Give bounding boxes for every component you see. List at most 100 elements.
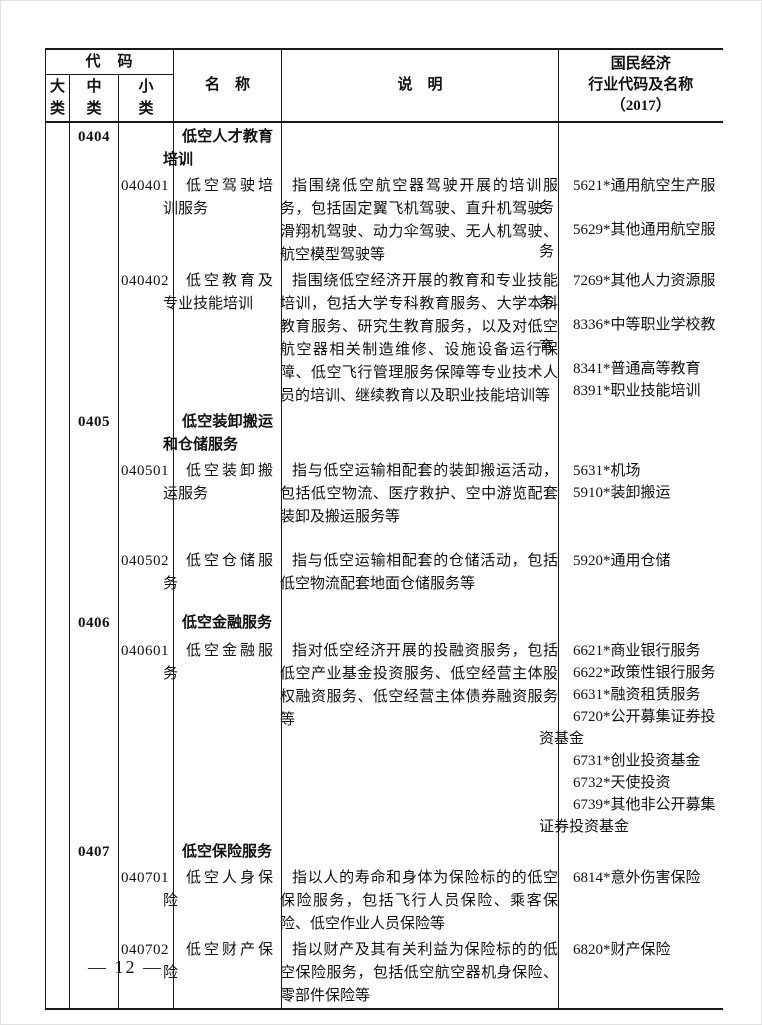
cell-medium-code [69,267,119,408]
nec-code-entry: 5910*装卸搬运 [573,485,671,501]
header-major-class: 大类 [45,74,70,123]
cell-minor-code: 040401 [117,172,174,267]
header-code-group: 代 码 [44,49,174,75]
cell-medium-code: 0406 [69,609,119,637]
cell-major-code [45,172,70,267]
cell-nec-codes: 6814*意外伤害保险 [558,864,723,936]
cell-major-code [45,936,70,1009]
item-name: 低空金融服务 [163,643,274,682]
header-minor-class: 小类 [117,74,174,123]
cell-major-code [45,122,70,172]
item-description: 指围绕低空经济开展的教育和专业技能培训，包括大学专科教育服务、大学本科教育服务、… [280,273,559,404]
nec-code-entry: 5631*机场 [573,463,641,479]
cell-description [281,408,559,457]
cell-minor-code: 040601 [117,637,174,838]
cell-medium-code [69,547,119,609]
category-name: 低空装卸搬运和仓储服务 [163,414,274,453]
item-name: 低空教育及专业技能培训 [163,273,274,312]
cell-name: 低空保险服务 [173,838,282,864]
cell-nec-codes: 5621*通用航空生产服务 5629*其他通用航空服务 [539,172,723,267]
cell-medium-code: 0405 [69,408,119,457]
nec-code-entry: 8341*普通高等教育 [573,361,701,377]
cell-description: 指以人的寿命和身体为保险标的的低空保险服务，包括飞行人员保险、乘客保险、低空作业… [280,864,559,936]
page-number: — 12 — [88,957,163,977]
header-nec-line3: （2017） [610,98,671,114]
cell-medium-code [69,864,119,936]
cell-name: 低空驾驶培训服务 [163,172,282,267]
cell-description [281,122,559,172]
cell-nec-codes: 6621*商业银行服务 6622*政策性银行服务 6631*融资租赁服务 6720*公… [539,637,723,838]
cell-medium-code [69,172,119,267]
cell-medium-code [69,457,119,547]
table-row: 040502 低空仓储服务 指与低空运输相配套的仓储活动，包括低空物流配套地面仓储服… [45,547,723,609]
item-description: 指以财产及其有关利益为保险标的的低空保险服务，包括低空航空器机身保险、零部件保险… [280,942,559,1004]
cell-name: 低空人身保险 [163,864,282,936]
table-row: 0404 低空人才教育培训 [45,122,723,172]
header-row-sub: 大类 中类 小类 [45,74,723,123]
item-description: 指对低空经济开展的投融资服务，包括低空产业基金投资服务、低空经营主体股权融资服务… [280,643,559,728]
header-nec-column: 国民经济 行业代码及名称 （2017） [558,49,723,123]
item-description: 指围绕低空航空器驾驶开展的培训服务，包括固定翼飞机驾驶、直升机驾驶、滑翔机驾驶、… [280,178,559,263]
cell-major-code [45,267,70,408]
cell-description: 指与低空运输相配套的装卸搬运活动，包括低空物流、医疗救护、空中游览配套装卸及搬运… [280,457,559,547]
table-row: 040701 低空人身保险 指以人的寿命和身体为保险标的的低空保险服务，包括飞行人员… [45,864,723,936]
cell-medium-code: 0404 [69,122,119,172]
nec-code-entry: 6631*融资租赁服务 [573,687,701,703]
table-row: 0405 低空装卸搬运和仓储服务 [45,408,723,457]
cell-name: 低空仓储服务 [163,547,282,609]
cell-name: 低空装卸搬运服务 [163,457,282,547]
cell-medium-code [69,936,119,1009]
item-name: 低空驾驶培训服务 [163,178,274,217]
header-row-top: 代 码 名 称 说 明 国民经济 行业代码及名称 （2017） [44,49,723,123]
cell-medium-code: 0407 [69,838,119,864]
header-nec-line1: 国民经济 [610,56,671,72]
nec-code-entry: 5920*通用仓储 [573,553,671,569]
cell-nec-codes: 6820*财产保险 [558,936,723,1009]
nec-code-entry: 5621*通用航空生产服务 [539,178,716,216]
cell-nec-codes [558,122,723,172]
nec-code-entry: 6621*商业银行服务 [573,643,701,659]
nec-code-entry: 6720*公开募集证券投资基金 [539,709,716,747]
cell-description [281,838,559,864]
table-row: 040402 低空教育及专业技能培训 指围绕低空经济开展的教育和专业技能培训，包括大… [45,267,723,408]
table-header: 代 码 名 称 说 明 国民经济 行业代码及名称 （2017） 大类 中类 小类 [44,49,723,123]
cell-minor-code [117,609,174,637]
cell-name: 低空财产保险 [163,936,282,1009]
cell-major-code [45,609,70,637]
table-row: 040501 低空装卸搬运服务 指与低空运输相配套的装卸搬运活动，包括低空物流、医疗… [45,457,723,547]
cell-description: 指以财产及其有关利益为保险标的的低空保险服务，包括低空航空器机身保险、零部件保险… [280,936,559,1009]
cell-description: 指与低空运输相配套的仓储活动，包括低空物流配套地面仓储服务等 [280,547,559,609]
header-description-column: 说 明 [281,49,559,123]
cell-nec-codes: 5920*通用仓储 [558,547,723,609]
cell-description: 指围绕低空经济开展的教育和专业技能培训，包括大学专科教育服务、大学本科教育服务、… [280,267,559,408]
cell-minor-code: 040701 [117,864,174,936]
cell-medium-code [69,637,119,838]
item-name: 低空仓储服务 [163,553,274,592]
cell-nec-codes [558,609,723,637]
cell-minor-code [117,408,174,457]
nec-code-entry: 8336*中等职业学校教育 [539,317,716,355]
cell-name: 低空教育及专业技能培训 [163,267,282,408]
cell-name: 低空金融服务 [173,609,282,637]
classification-table: 代 码 名 称 说 明 国民经济 行业代码及名称 （2017） 大类 中类 小类… [44,48,723,1010]
item-description: 指与低空运输相配套的装卸搬运活动，包括低空物流、医疗救护、空中游览配套装卸及搬运… [280,463,559,525]
item-name: 低空财产保险 [163,942,274,981]
table-row: 0406 低空金融服务 [45,609,723,637]
cell-nec-codes: 7269*其他人力资源服务 8336*中等职业学校教育 8341*普通高等教育 839… [539,267,723,408]
cell-name: 低空金融服务 [163,637,282,838]
nec-code-entry: 6732*天使投资 [573,775,671,791]
cell-name: 低空人才教育培训 [163,122,282,172]
item-description: 指以人的寿命和身体为保险标的的低空保险服务，包括飞行人员保险、乘客保险、低空作业… [280,870,559,932]
item-description: 指与低空运输相配套的仓储活动，包括低空物流配套地面仓储服务等 [280,553,559,592]
cell-major-code [45,408,70,457]
cell-minor-code: 040402 [117,267,174,408]
nec-code-entry: 7269*其他人力资源服务 [539,273,716,311]
item-name: 低空人身保险 [163,870,274,909]
cell-major-code [45,457,70,547]
cell-description [281,609,559,637]
table-row: 0407 低空保险服务 [45,838,723,864]
nec-code-entry: 6820*财产保险 [573,942,671,958]
header-name-column: 名 称 [173,49,282,123]
category-name: 低空保险服务 [182,844,273,860]
